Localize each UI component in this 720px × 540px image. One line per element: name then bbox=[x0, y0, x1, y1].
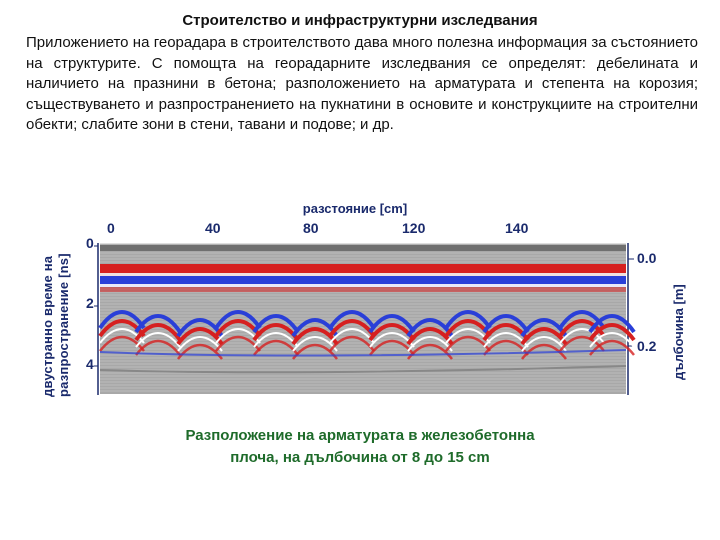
x-tick-0: 0 bbox=[107, 220, 115, 236]
y-tick-right-02: 0.2 bbox=[637, 338, 657, 354]
y-tick-left-2: 2 bbox=[86, 295, 94, 311]
intro-paragraph: Приложението на георадара в строителство… bbox=[26, 34, 698, 133]
x-tick-80: 80 bbox=[303, 220, 319, 236]
y-tick-left-4: 4 bbox=[86, 356, 94, 372]
x-tick-40: 40 bbox=[205, 220, 221, 236]
y-tick-right-0: 0.0 bbox=[637, 250, 657, 266]
x-axis-label: разстояние [cm] bbox=[302, 201, 408, 216]
x-tick-140: 140 bbox=[505, 220, 529, 236]
y-tick-left-0: 0 bbox=[86, 235, 94, 251]
radargram-image bbox=[98, 243, 636, 394]
page-title: Строителство и инфраструктурни изследван… bbox=[182, 12, 538, 29]
figure-caption: Разположение на арматурата в железобетон… bbox=[185, 427, 535, 466]
x-tick-120: 120 bbox=[402, 220, 426, 236]
